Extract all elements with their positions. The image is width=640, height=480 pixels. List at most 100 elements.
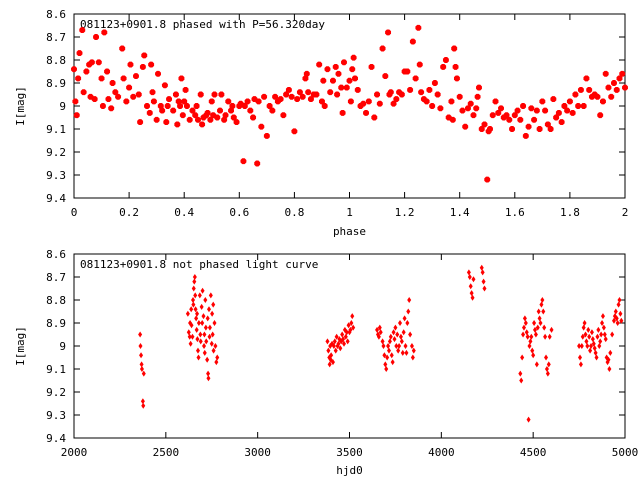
unphased-data-point: [528, 338, 533, 345]
phased-data-point: [144, 103, 150, 109]
phased-data-point: [207, 116, 214, 123]
phased-data-point: [240, 158, 247, 165]
phased-data-point: [613, 86, 620, 93]
phased-data-point: [179, 112, 186, 119]
unphased-data-point: [618, 310, 623, 317]
unphased-data-point: [141, 370, 146, 377]
unphased-data-point: [391, 329, 396, 336]
unphased-y-tick-label: 9.1: [46, 363, 66, 376]
phased-data-point: [218, 91, 225, 98]
phased-data-point: [404, 68, 411, 75]
phased-data-point: [341, 59, 347, 66]
phased-data-point: [208, 98, 215, 105]
phased-data-point: [204, 109, 211, 116]
unphased-data-point: [546, 361, 551, 368]
phased-data-point: [561, 103, 568, 109]
phased-data-point: [261, 93, 268, 100]
unphased-data-point: [396, 347, 401, 354]
phased-data-point: [255, 98, 262, 105]
phased-y-tick-label: 9.1: [46, 123, 66, 136]
phased-data-point: [80, 89, 87, 96]
unphased-data-point: [341, 336, 346, 343]
phased-data-point: [418, 89, 425, 96]
phased-data-point: [492, 98, 499, 105]
phased-y-tick-label: 8.7: [46, 31, 66, 44]
phased-y-tick-label: 8.6: [46, 8, 66, 21]
unphased-data-point: [614, 315, 619, 322]
phased-data-point: [360, 100, 367, 107]
unphased-data-point: [189, 322, 194, 329]
phased-y-tick-label: 9.4: [46, 192, 66, 205]
unphased-x-tick-label: 3000: [244, 446, 271, 459]
unphased-data-point: [466, 269, 471, 276]
phased-data-point: [393, 96, 400, 103]
unphased-data-point: [591, 340, 596, 347]
phased-data-point: [365, 98, 372, 105]
unphased-data-point: [470, 294, 475, 301]
phased-data-point: [558, 119, 565, 126]
unphased-data-point: [204, 338, 209, 345]
phased-data-point: [88, 59, 95, 66]
unphased-data-point: [386, 347, 391, 354]
unphased-data-point: [595, 333, 600, 340]
phased-data-point: [199, 121, 206, 128]
unphased-data-point: [210, 310, 215, 317]
phased-data-point: [495, 109, 502, 116]
phased-data-point: [195, 116, 201, 123]
phased-data-point: [474, 93, 481, 100]
phased-data-point: [423, 98, 430, 105]
phased-data-point: [586, 86, 593, 93]
phased-data-point: [244, 98, 251, 105]
phased-y-tick-label: 9: [59, 100, 66, 113]
unphased-data-point: [139, 361, 144, 368]
unphased-data-point: [200, 287, 205, 294]
phased-data-point: [566, 98, 573, 105]
unphased-data-point: [408, 331, 413, 338]
phased-data-point: [157, 103, 164, 109]
phased-data-point: [217, 107, 223, 114]
phased-data-point: [146, 109, 153, 116]
unphased-data-point: [140, 398, 145, 405]
unphased-data-point: [212, 320, 217, 326]
unphased-data-point: [406, 308, 411, 315]
unphased-data-point: [202, 343, 207, 349]
phased-data-point: [153, 116, 160, 123]
unphased-data-point: [582, 320, 587, 326]
phased-data-point: [470, 112, 477, 119]
phased-data-point: [178, 75, 185, 82]
phased-data-point: [150, 98, 157, 105]
unphased-data-point: [598, 338, 603, 345]
phased-data-point: [221, 116, 228, 123]
unphased-data-point: [187, 333, 192, 340]
unphased-data-point: [402, 315, 407, 322]
phased-data-point: [547, 126, 554, 132]
phased-y-tick-label: 9.2: [46, 146, 66, 159]
phased-data-point: [105, 96, 112, 103]
unphased-data-point: [192, 274, 197, 280]
phased-data-point: [481, 121, 488, 128]
phased-data-point: [456, 93, 463, 100]
unphased-data-point: [193, 306, 198, 313]
phased-data-point: [564, 107, 571, 114]
unphased-data-point: [577, 343, 582, 349]
phased-data-point: [108, 105, 115, 112]
phased-data-point: [181, 98, 188, 105]
unphased-data-point: [378, 329, 383, 336]
unphased-data-point: [186, 329, 191, 336]
phased-data-point: [412, 75, 419, 82]
unphased-data-point: [405, 320, 410, 326]
unphased-data-point: [530, 347, 535, 354]
unphased-data-point: [213, 343, 218, 349]
unphased-data-point: [619, 317, 624, 324]
phased-data-point: [123, 98, 130, 105]
unphased-data-point: [192, 278, 197, 285]
phased-data-point: [302, 75, 309, 82]
phased-data-point: [193, 103, 200, 109]
unphased-data-point: [403, 343, 408, 349]
phased-data-point: [91, 96, 98, 103]
unphased-data-point: [209, 340, 214, 347]
phased-data-point: [398, 91, 405, 98]
phased-data-point: [426, 86, 433, 93]
unphased-data-point: [195, 347, 200, 354]
unphased-data-point: [521, 331, 526, 338]
